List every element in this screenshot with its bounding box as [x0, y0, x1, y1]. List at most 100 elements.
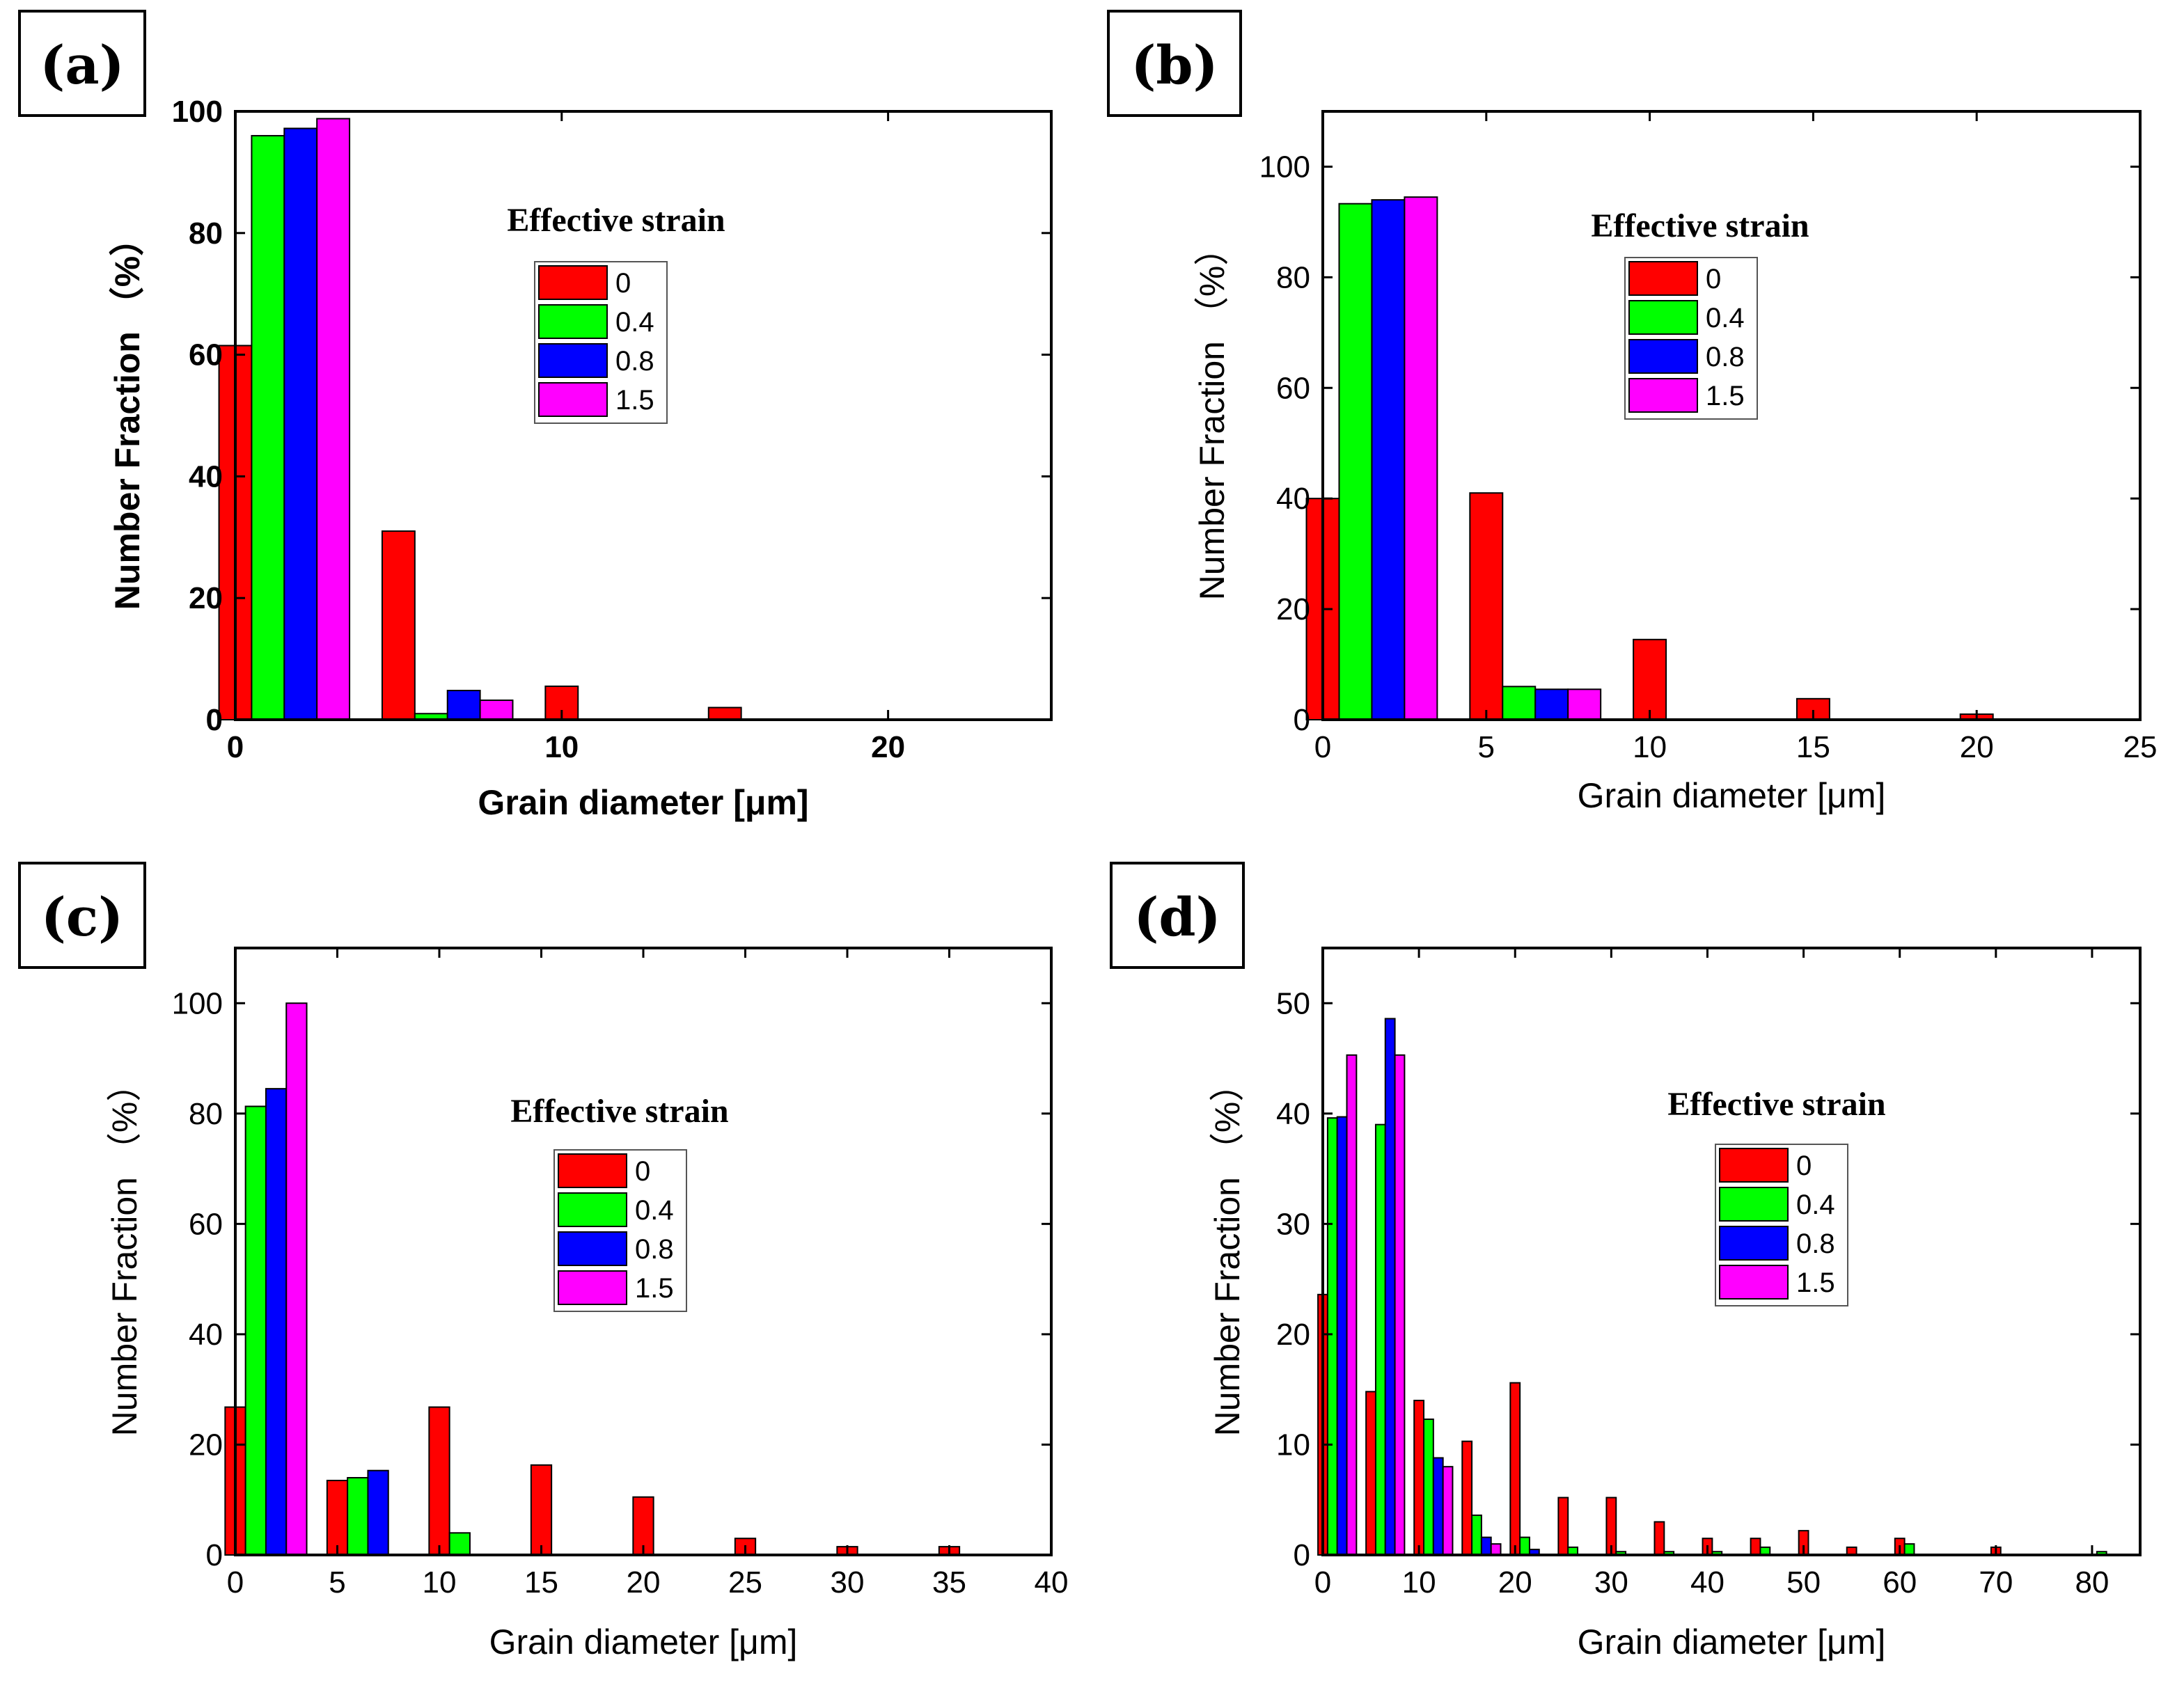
y-tick-label: 20 [1276, 1318, 1310, 1352]
legend-label: 0.8 [1706, 342, 1745, 372]
bar-strain-0 [1557, 1496, 1569, 1556]
y-tick-label: 50 [1276, 986, 1310, 1020]
legend-label: 0.4 [1706, 303, 1745, 333]
legend-title: Effective strain [507, 202, 725, 239]
bar-strain-0_4 [1903, 1543, 1915, 1556]
bar-strain-0_4 [1374, 1123, 1386, 1556]
bar-strain-1_5 [1490, 1543, 1502, 1556]
legend-swatch-0 [558, 1153, 627, 1188]
panel-label-box [1110, 862, 1245, 969]
x-tick-label: 30 [1594, 1565, 1628, 1600]
x-tick-label: 0 [1314, 730, 1331, 764]
axis-ticks: 0 10 20 30 40 50 60 70 80 0 10 20 30 40 50 [1276, 948, 2140, 1600]
y-tick-label: 0 [206, 703, 223, 737]
x-tick-label: 0 [227, 1565, 244, 1600]
panel-d: (d) 0 10 20 30 40 50 60 70 80 0 10 20 30 40 50 Grain d… [1110, 862, 2142, 1661]
y-tick-label: 60 [189, 338, 223, 372]
x-tick-label: 35 [932, 1565, 966, 1600]
bar-group [218, 118, 742, 721]
legend-label: 0.4 [635, 1195, 674, 1226]
bar-strain-0_4 [448, 1532, 471, 1556]
legend: 0 0.4 0.8 1.5 [534, 261, 668, 424]
bar-strain-1_5 [1394, 1054, 1406, 1556]
axis-ticks: 0 5 10 15 20 25 0 20 40 60 80 100 [1259, 111, 2157, 764]
y-tick-label: 40 [1276, 482, 1310, 516]
y-axis-label: Number Fraction （%） [105, 1067, 144, 1437]
legend-label: 1.5 [635, 1273, 674, 1304]
x-tick-label: 70 [1979, 1565, 2013, 1600]
legend: 0 0.4 0.8 1.5 [1715, 1144, 1848, 1306]
x-tick-label: 25 [728, 1565, 762, 1600]
bar-strain-1_5 [1346, 1054, 1358, 1556]
x-tick-label: 60 [1883, 1565, 1917, 1600]
y-tick-label: 60 [189, 1207, 223, 1241]
bar-strain-0_4 [1338, 203, 1373, 720]
bar-strain-0_8 [1384, 1018, 1396, 1556]
bar-strain-0_8 [367, 1469, 389, 1556]
panel-c: (c) 0 5 10 15 20 25 30 35 40 0 20 40 60 80 100 Grain d… [18, 862, 1068, 1661]
x-tick-label: 5 [1478, 730, 1495, 764]
bar-strain-0 [530, 1464, 553, 1556]
panel-label: (a) [40, 34, 124, 96]
legend-swatch-0 [538, 265, 608, 300]
legend-label: 0 [1796, 1151, 1812, 1181]
x-tick-label: 40 [1690, 1565, 1725, 1600]
legend-swatch-1_5 [1628, 378, 1698, 413]
y-tick-label: 0 [1294, 703, 1310, 737]
y-tick-label: 100 [1259, 150, 1310, 184]
legend: 0 0.4 0.8 1.5 [1624, 257, 1758, 420]
bar-strain-0 [1653, 1521, 1665, 1556]
bar-strain-0_8 [1480, 1536, 1492, 1556]
legend-label: 0.8 [615, 346, 654, 377]
legend-swatch-0_4 [558, 1192, 627, 1227]
bar-group [1305, 196, 1994, 721]
x-tick-label: 10 [1633, 730, 1667, 764]
bar-strain-1_5 [285, 1002, 308, 1556]
bar-strain-0_8 [1371, 199, 1406, 720]
legend-swatch-1_5 [1719, 1265, 1789, 1300]
bar-strain-0 [707, 706, 742, 721]
bar-strain-0_4 [251, 134, 285, 720]
x-axis-label: Grain diameter [μm] [1578, 1622, 1886, 1661]
x-tick-label: 20 [1960, 730, 1994, 764]
legend-swatch-0_8 [1719, 1226, 1789, 1261]
legend-swatch-0_8 [1628, 339, 1698, 374]
legend-label: 1.5 [615, 385, 654, 416]
y-tick-label: 100 [172, 986, 223, 1020]
axis-ticks: 0 10 20 0 20 40 60 80 100 [172, 95, 1051, 764]
plot-frame [234, 110, 1053, 721]
bar-strain-0_4 [1471, 1514, 1482, 1556]
x-tick-label: 20 [871, 730, 905, 764]
y-tick-label: 80 [1276, 260, 1310, 294]
legend-swatch-0 [1628, 261, 1698, 296]
bar-strain-0 [1750, 1538, 1761, 1556]
bar-strain-0_8 [283, 127, 318, 721]
x-tick-label: 10 [544, 730, 579, 764]
panel-label: (b) [1131, 34, 1218, 96]
panel-label-box [1107, 10, 1242, 117]
x-tick-label: 5 [329, 1565, 345, 1600]
bar-strain-0_4 [244, 1105, 267, 1556]
plot-frame [1321, 110, 2142, 721]
y-tick-label: 100 [172, 95, 223, 129]
y-axis-label: Number Fraction （%） [1193, 231, 1232, 601]
panel-b: (b) 0 5 10 15 20 25 0 20 40 60 80 100 Grain diamete… [1107, 10, 2157, 815]
axis-ticks: 0 5 10 15 20 25 30 35 40 0 20 40 60 80 100 [172, 948, 1068, 1600]
x-tick-label: 10 [423, 1565, 457, 1600]
y-tick-label: 20 [189, 581, 223, 615]
y-tick-label: 60 [1276, 371, 1310, 405]
y-axis-label: Number Fraction （%） [1208, 1067, 1247, 1437]
legend-swatch-1_5 [538, 382, 608, 417]
legend-label: 0.8 [1796, 1229, 1835, 1259]
y-axis-label: Number Fraction （%） [108, 221, 147, 610]
x-tick-label: 0 [1314, 1565, 1331, 1600]
bar-strain-0 [1633, 638, 1667, 720]
legend-label: 0 [615, 268, 631, 299]
bar-strain-0_8 [1432, 1457, 1444, 1556]
panel-label: (d) [1133, 886, 1220, 948]
bar-strain-1_5 [316, 118, 351, 721]
bar-strain-0 [1461, 1440, 1473, 1556]
x-tick-label: 10 [1402, 1565, 1436, 1600]
y-tick-label: 40 [1276, 1097, 1310, 1131]
bar-strain-0_8 [446, 690, 481, 720]
